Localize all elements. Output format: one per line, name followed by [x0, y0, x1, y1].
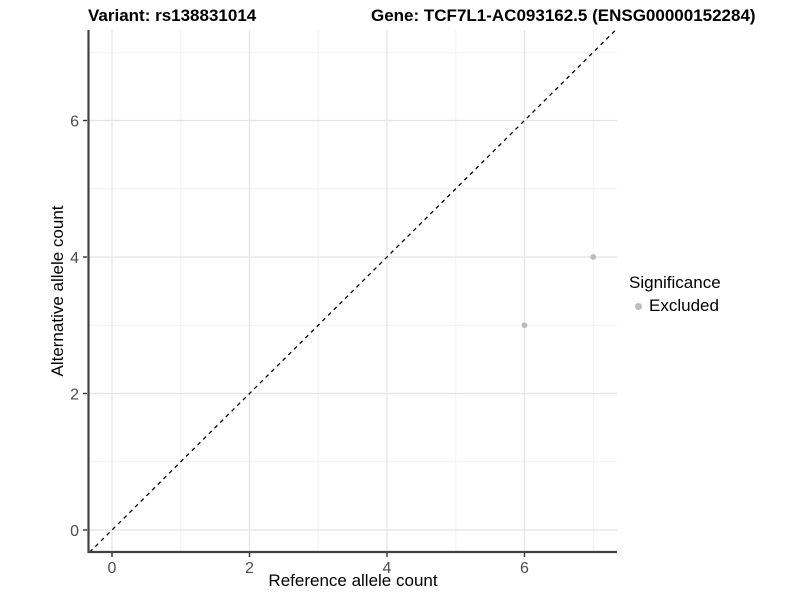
x-tick-label: 4: [383, 560, 392, 577]
y-tick-label: 0: [70, 523, 79, 540]
y-tick-label: 2: [70, 387, 79, 404]
legend-item-excluded: Excluded: [629, 296, 721, 316]
legend-point-icon: [635, 302, 642, 310]
data-point: [590, 254, 597, 260]
x-axis-title: Reference allele count: [268, 571, 438, 590]
y-tick-label: 6: [70, 114, 79, 131]
data-point: [521, 322, 528, 329]
y-axis-title: Alternative allele count: [48, 205, 67, 377]
legend-item-label: Excluded: [649, 296, 719, 315]
x-tick-label: 0: [108, 560, 117, 577]
legend: Significance Excluded: [629, 273, 721, 316]
variant-title: Variant: rs138831014: [88, 6, 257, 25]
legend-title: Significance: [629, 273, 721, 292]
x-tick-label: 6: [520, 560, 529, 577]
identity-line: [89, 29, 617, 553]
gene-title: Gene: TCF7L1-AC093162.5 (ENSG00000152284…: [371, 6, 756, 25]
y-tick-label: 4: [70, 250, 79, 267]
x-tick-label: 2: [245, 560, 254, 577]
